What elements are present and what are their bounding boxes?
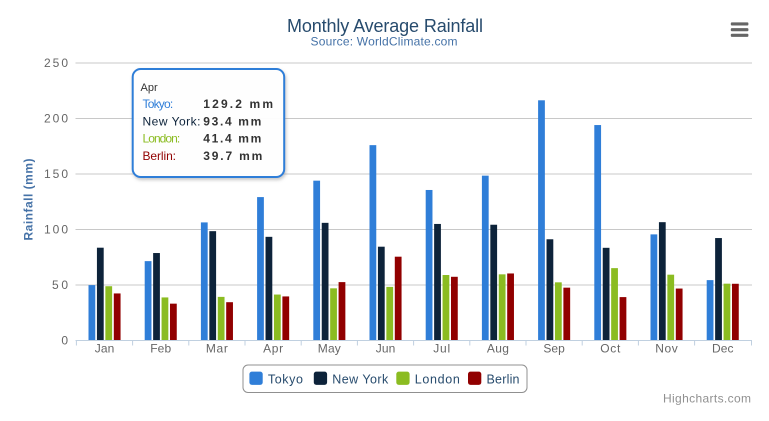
- svg-text:250: 250: [44, 56, 68, 70]
- svg-text:Tokyo: Tokyo: [268, 373, 303, 387]
- svg-text:0: 0: [61, 334, 68, 348]
- svg-text:Jul: Jul: [433, 342, 450, 356]
- svg-text:Berlin: Berlin: [487, 373, 520, 387]
- svg-text:Jan: Jan: [95, 342, 115, 356]
- svg-text:New York: New York: [332, 373, 389, 387]
- svg-text:London: London: [415, 373, 460, 387]
- svg-text:Sep: Sep: [543, 342, 565, 356]
- svg-text:Apr: Apr: [263, 342, 283, 356]
- svg-text:Mar: Mar: [206, 342, 228, 356]
- svg-text:Dec: Dec: [712, 342, 734, 356]
- svg-text:Aug: Aug: [487, 342, 509, 356]
- svg-text:200: 200: [44, 112, 68, 126]
- svg-text:Feb: Feb: [150, 342, 171, 356]
- svg-text:Monthly Average Rainfall: Monthly Average Rainfall: [287, 16, 483, 36]
- svg-text:Apr: Apr: [141, 82, 158, 94]
- svg-text:London:: London:: [143, 132, 181, 146]
- svg-text:Highcharts.com: Highcharts.com: [663, 392, 751, 406]
- svg-text:Berlin:: Berlin:: [143, 149, 177, 163]
- svg-text:Oct: Oct: [600, 342, 621, 356]
- svg-text:Tokyo:: Tokyo:: [143, 97, 174, 111]
- svg-text:Jun: Jun: [376, 342, 396, 356]
- svg-text:100: 100: [44, 223, 68, 237]
- svg-text:New York:: New York:: [143, 114, 201, 128]
- svg-text:Source: WorldClimate.com: Source: WorldClimate.com: [311, 35, 458, 49]
- svg-text:Rainfall (mm): Rainfall (mm): [22, 159, 36, 241]
- svg-text:May: May: [318, 342, 341, 356]
- svg-text:129.2 mm: 129.2 mm: [203, 97, 273, 111]
- svg-text:Nov: Nov: [655, 342, 678, 356]
- svg-text:150: 150: [44, 167, 68, 181]
